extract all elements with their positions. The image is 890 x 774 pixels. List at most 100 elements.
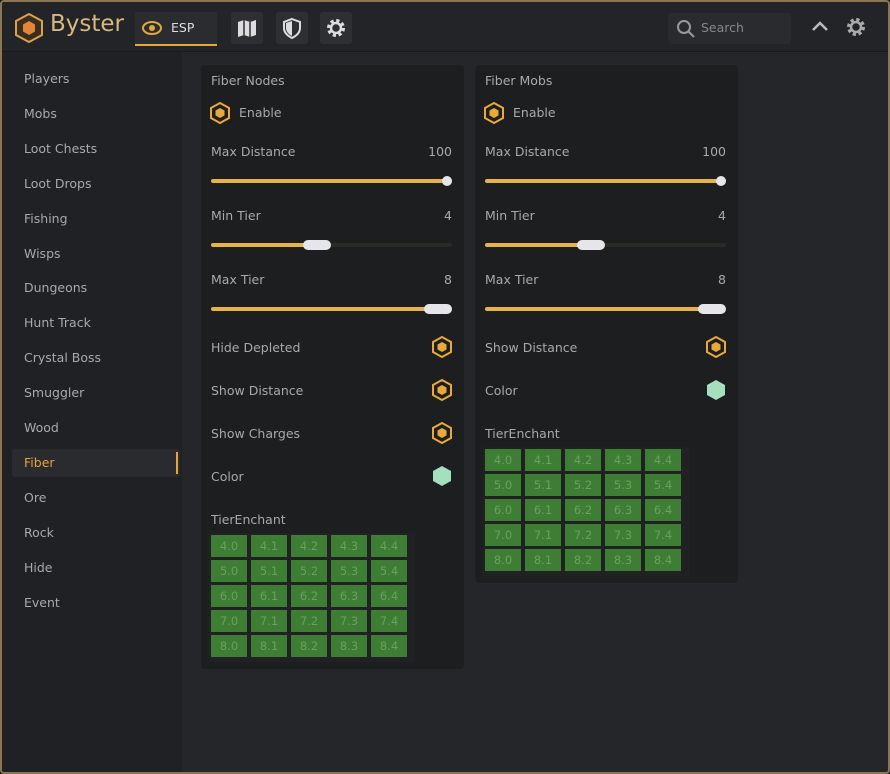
tier-cell[interactable]: 8.0: [485, 549, 521, 571]
sidebar-item[interactable]: Dungeons: [24, 280, 88, 296]
toggle[interactable]: [431, 379, 453, 401]
slider-track[interactable]: [211, 240, 452, 250]
slider-track[interactable]: [485, 240, 726, 250]
map-button[interactable]: [231, 12, 263, 44]
sidebar-item[interactable]: Crystal Boss: [24, 350, 102, 366]
collapse-button[interactable]: [810, 18, 830, 34]
sidebar-item[interactable]: Rock: [24, 524, 54, 540]
slider-thumb[interactable]: [577, 240, 606, 250]
tier-cell[interactable]: 4.1: [525, 449, 561, 471]
tier-cell[interactable]: 6.0: [485, 499, 521, 521]
tier-cell[interactable]: 6.4: [645, 499, 681, 521]
tier-cell[interactable]: 7.4: [645, 524, 681, 546]
tier-cell[interactable]: 6.1: [525, 499, 561, 521]
toggle[interactable]: [705, 336, 727, 358]
sidebar-item[interactable]: Fishing: [24, 210, 68, 226]
sidebar-item[interactable]: Event: [24, 594, 60, 610]
tier-cell[interactable]: 5.0: [485, 474, 521, 496]
tier-cell[interactable]: 5.0: [211, 560, 247, 582]
slider-label: Max Distance: [211, 144, 296, 159]
tier-cell[interactable]: 8.2: [291, 635, 327, 657]
sidebar-item[interactable]: Fiber: [12, 448, 180, 477]
tier-cell[interactable]: 6.1: [251, 585, 287, 607]
tier-cell[interactable]: 6.3: [605, 499, 641, 521]
enable-toggle[interactable]: [483, 102, 505, 124]
gear-button[interactable]: [845, 16, 867, 38]
slider-thumb[interactable]: [423, 304, 452, 314]
toggle[interactable]: [431, 422, 453, 444]
tier-cell[interactable]: 7.0: [485, 524, 521, 546]
tier-cell[interactable]: 6.4: [371, 585, 407, 607]
tier-cell[interactable]: 8.1: [251, 635, 287, 657]
tier-cell[interactable]: 5.3: [605, 474, 641, 496]
tier-cell[interactable]: 4.0: [211, 535, 247, 557]
slider-track[interactable]: [211, 304, 452, 314]
slider-thumb[interactable]: [716, 176, 726, 186]
search-box[interactable]: Search: [668, 13, 791, 44]
esp-tab[interactable]: ESP: [135, 12, 217, 46]
slider-value: 4: [718, 208, 726, 223]
tier-cell[interactable]: 8.2: [565, 549, 601, 571]
enable-label: Enable: [239, 105, 282, 120]
sidebar-item[interactable]: Loot Chests: [24, 140, 98, 156]
tier-cell[interactable]: 6.3: [331, 585, 367, 607]
tier-cell[interactable]: 7.4: [371, 610, 407, 632]
tier-cell[interactable]: 8.1: [525, 549, 561, 571]
tier-cell[interactable]: 5.4: [371, 560, 407, 582]
slider-value: 100: [702, 144, 726, 159]
tier-cell[interactable]: 7.2: [291, 610, 327, 632]
sidebar-item[interactable]: Hide: [24, 559, 53, 575]
sidebar-item[interactable]: Mobs: [24, 105, 57, 121]
enable-toggle[interactable]: [209, 102, 231, 124]
top-bar: Byster ESP Search: [2, 2, 888, 52]
tier-cell[interactable]: 5.3: [331, 560, 367, 582]
sidebar-item[interactable]: Loot Drops: [24, 175, 92, 191]
sidebar-item[interactable]: Smuggler: [24, 385, 85, 401]
color-label: Color: [485, 383, 518, 398]
tier-cell[interactable]: 6.0: [211, 585, 247, 607]
tier-cell[interactable]: 4.3: [331, 535, 367, 557]
tier-cell[interactable]: 5.2: [565, 474, 601, 496]
sidebar-item[interactable]: Ore: [24, 489, 47, 505]
tier-cell[interactable]: 7.0: [211, 610, 247, 632]
tier-cell[interactable]: 5.1: [251, 560, 287, 582]
color-swatch[interactable]: [431, 465, 453, 487]
slider-thumb[interactable]: [442, 176, 452, 186]
tier-cell[interactable]: 8.3: [605, 549, 641, 571]
tier-cell[interactable]: 7.1: [525, 524, 561, 546]
slider-label: Max Tier: [211, 272, 265, 287]
tier-cell[interactable]: 8.4: [645, 549, 681, 571]
tier-cell[interactable]: 8.3: [331, 635, 367, 657]
tier-cell[interactable]: 6.2: [565, 499, 601, 521]
slider-thumb[interactable]: [697, 304, 726, 314]
tier-cell[interactable]: 4.3: [605, 449, 641, 471]
tier-cell[interactable]: 4.1: [251, 535, 287, 557]
tier-cell[interactable]: 5.1: [525, 474, 561, 496]
tier-cell[interactable]: 7.1: [251, 610, 287, 632]
sidebar-item[interactable]: Wisps: [24, 245, 61, 261]
tier-cell[interactable]: 4.0: [485, 449, 521, 471]
tier-cell[interactable]: 8.4: [371, 635, 407, 657]
sidebar-item[interactable]: Hunt Track: [24, 315, 91, 331]
settings-button[interactable]: [320, 12, 352, 44]
slider-track[interactable]: [211, 176, 452, 186]
sidebar-item[interactable]: Players: [24, 71, 70, 86]
slider-track[interactable]: [485, 304, 726, 314]
tier-cell[interactable]: 7.3: [605, 524, 641, 546]
toggle[interactable]: [431, 336, 453, 358]
slider-track[interactable]: [485, 176, 726, 186]
sidebar-item[interactable]: Wood: [24, 420, 59, 435]
tier-cell[interactable]: 6.2: [291, 585, 327, 607]
color-swatch[interactable]: [705, 379, 727, 401]
shield-button[interactable]: [276, 12, 308, 44]
tier-cell[interactable]: 4.2: [565, 449, 601, 471]
tier-cell[interactable]: 5.2: [291, 560, 327, 582]
slider-thumb[interactable]: [303, 240, 332, 250]
tier-cell[interactable]: 7.3: [331, 610, 367, 632]
tier-cell[interactable]: 4.4: [645, 449, 681, 471]
tier-cell[interactable]: 4.2: [291, 535, 327, 557]
tier-cell[interactable]: 5.4: [645, 474, 681, 496]
tier-cell[interactable]: 4.4: [371, 535, 407, 557]
tier-cell[interactable]: 8.0: [211, 635, 247, 657]
tier-cell[interactable]: 7.2: [565, 524, 601, 546]
